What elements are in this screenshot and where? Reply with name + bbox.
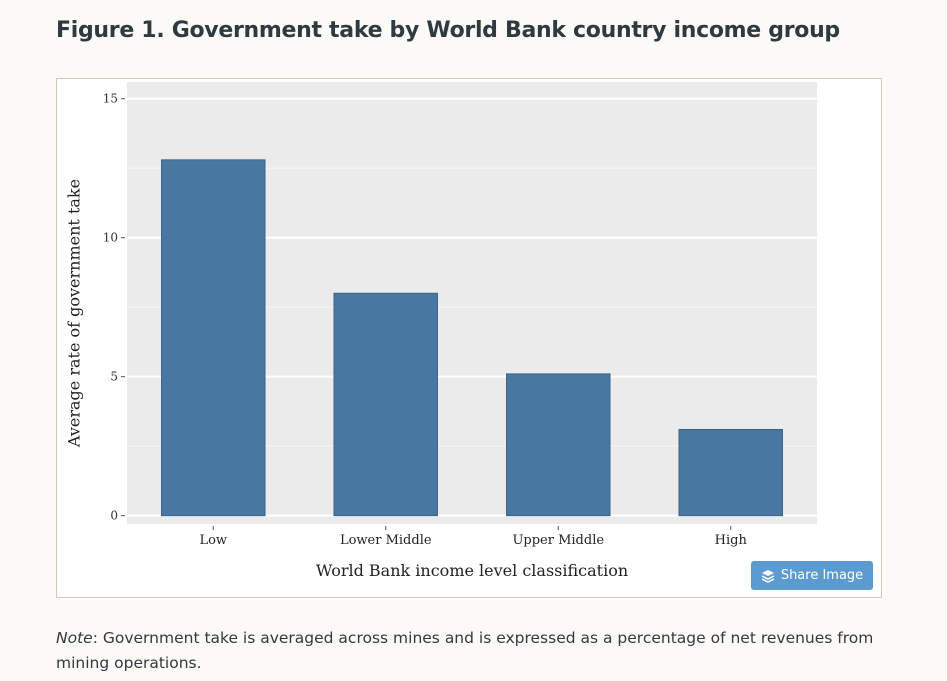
bar-low (161, 159, 266, 517)
y-tick-label: 0 (110, 509, 118, 523)
share-image-label: Share Image (780, 568, 864, 583)
bar-chart: 0 5 10 15 Low Lower Middle Upper Middle High Wor… (65, 82, 817, 580)
layers-icon (761, 569, 775, 583)
share-image-button[interactable]: Share Image (751, 561, 873, 590)
x-tick-label: Lower Middle (340, 533, 432, 548)
y-tick-label: 15 (103, 92, 118, 106)
chart-container: 0 5 10 15 Low Lower Middle Upper Middle High Wor… (56, 78, 882, 598)
y-axis-label: Average rate of government take (65, 179, 84, 448)
bar-lower-middle (333, 292, 438, 517)
note-text: : Government take is averaged across min… (56, 629, 874, 672)
x-tick-label: Upper Middle (512, 533, 604, 548)
y-tick-label: 10 (103, 231, 118, 245)
figure-note: Note: Government take is averaged across… (56, 626, 876, 676)
y-tick-label: 5 (110, 370, 118, 384)
x-axis-label: World Bank income level classification (316, 561, 628, 580)
x-tick-label: High (715, 533, 748, 548)
figure-title: Figure 1. Government take by World Bank … (56, 18, 840, 43)
bar-upper-middle (506, 373, 611, 517)
note-label: Note (56, 629, 93, 647)
x-tick-label: Low (199, 533, 227, 548)
bar-high (678, 428, 783, 517)
